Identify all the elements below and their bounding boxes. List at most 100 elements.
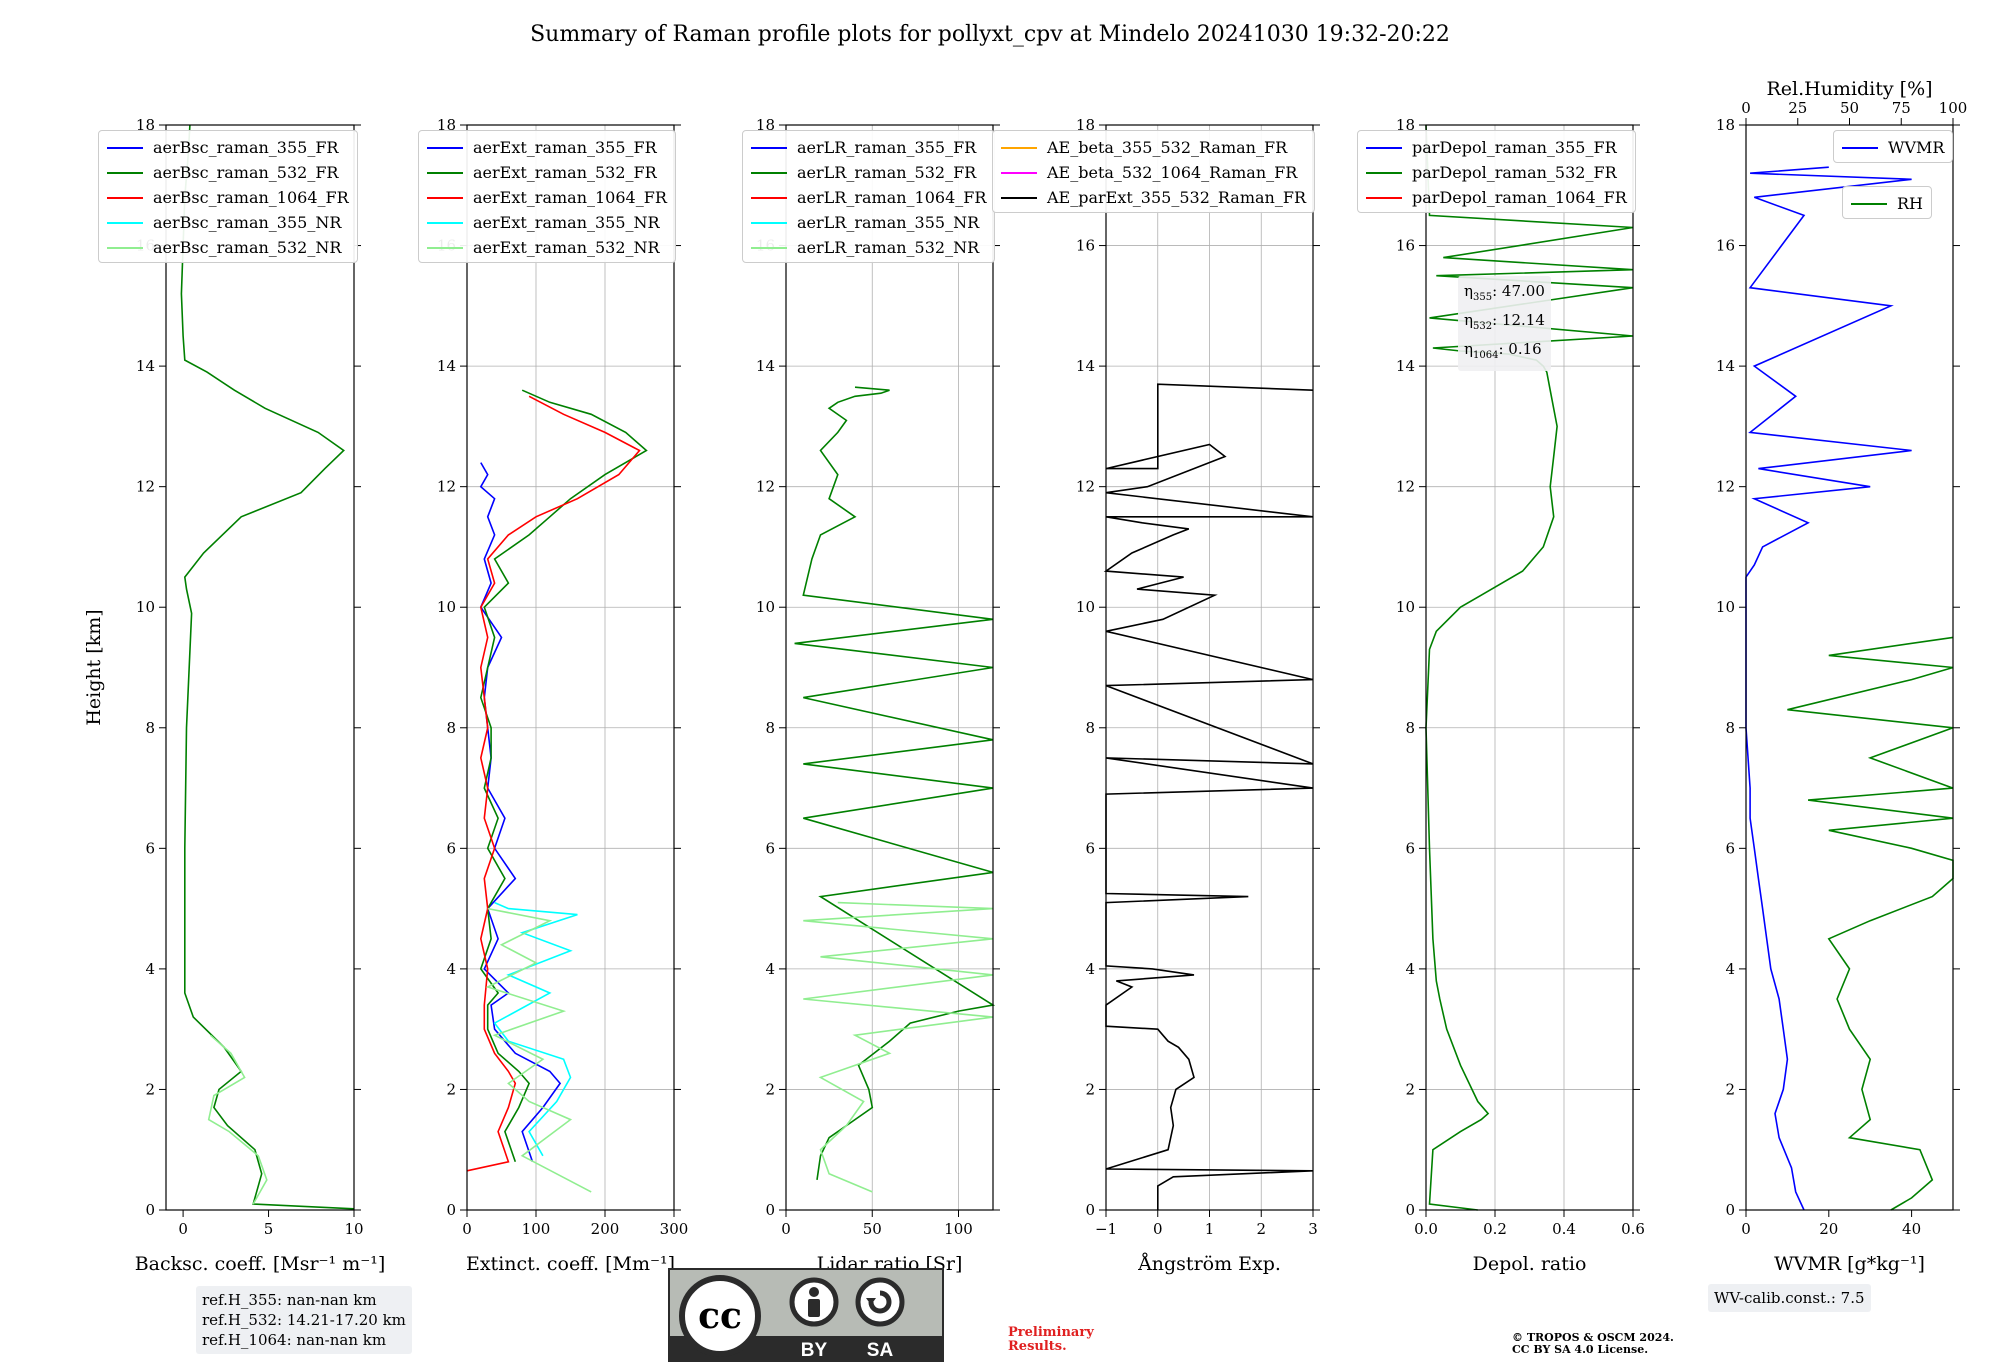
y-tick-label: 10: [136, 598, 155, 616]
ref-h-355: ref.H_355: nan-nan km: [202, 1291, 377, 1309]
y-axis-label: Height [km]: [83, 609, 105, 725]
x-tick-label: 0.4: [1552, 1220, 1576, 1238]
axes-frame: [1745, 124, 1954, 1211]
axes-frame: [1425, 124, 1634, 1211]
y-tick-label: 0: [765, 1201, 775, 1219]
legend-line: [751, 221, 787, 224]
x-tick-label: 100: [522, 1220, 551, 1238]
y-tick-label: 2: [446, 1080, 456, 1098]
y-tick-label: 18: [756, 116, 775, 134]
x-tick-label: 0: [178, 1220, 188, 1238]
y-tick-label: 0: [1085, 1201, 1095, 1219]
y-tick-label: 4: [145, 960, 155, 978]
x-tick-label: 40: [1902, 1220, 1921, 1238]
legend-angstrom: AE_beta_355_532_Raman_FR AE_beta_532_106…: [992, 130, 1315, 213]
legend-lidar-ratio: aerLR_raman_355_FR aerLR_raman_532_FR ae…: [742, 130, 996, 263]
cc-license-badge: cc BY SA: [668, 1268, 944, 1362]
y-tick-label: 0: [145, 1201, 155, 1219]
legend-line: [1001, 146, 1037, 149]
y-tick-label: 8: [446, 719, 456, 737]
legend-line: [751, 171, 787, 174]
legend-label: AE_beta_355_532_Raman_FR: [1047, 138, 1288, 157]
sa-share-alike-icon: [855, 1277, 905, 1327]
y-tick-label: 6: [765, 839, 775, 857]
y-tick-label: 14: [136, 357, 155, 375]
y-tick-label: 2: [765, 1080, 775, 1098]
series-line-aerExt_raman_355_FR: [479, 462, 562, 1163]
legend-label: aerBsc_raman_532_NR: [153, 238, 342, 257]
x-tick-label: 100: [944, 1220, 973, 1238]
legend-label: AE_beta_532_1064_Raman_FR: [1047, 163, 1298, 182]
series-line-WVMR: [1745, 166, 1912, 1211]
x-tick-label: 3: [1308, 1220, 1318, 1238]
x-tick-label: 2: [1256, 1220, 1266, 1238]
y-tick-label: 14: [1716, 357, 1735, 375]
copyright-line-1: © TROPOS & OSCM 2024.: [1512, 1331, 1674, 1344]
y-tick-label: 10: [1076, 598, 1095, 616]
legend-line: [107, 246, 143, 249]
x-tick-label: 50: [863, 1220, 882, 1238]
series-line-aerExt_raman_532_FR: [479, 389, 648, 1163]
panel-2: [460, 124, 681, 1217]
x-tick-label: 300: [660, 1220, 689, 1238]
legend-line: [107, 221, 143, 224]
x-tick-label: 0: [781, 1220, 791, 1238]
y-tick-label: 18: [136, 116, 155, 134]
axes-frame: [466, 124, 675, 1211]
x2-tick-label: 50: [1840, 99, 1859, 117]
y-tick-label: 14: [1076, 357, 1095, 375]
legend-label: parDepol_raman_1064_FR: [1412, 188, 1627, 207]
legend-line: [751, 196, 787, 199]
eta-annotation: η355: 47.00 η532: 12.14 η1064: 0.16: [1458, 276, 1551, 371]
eta-532-row: η532: 12.14: [1464, 311, 1545, 332]
series-line-aerLR_raman_532_NR: [803, 901, 994, 1193]
x2-axis-label: Rel.Humidity [%]: [1766, 78, 1932, 100]
y-tick-label: 8: [1725, 719, 1735, 737]
x2-tick-label: 0: [1741, 99, 1751, 117]
series-line-aerBsc_raman_532_FR: [180, 124, 355, 1210]
legend-line: [427, 246, 463, 249]
x-axis-label: Extinct. coeff. [Mm⁻¹]: [466, 1253, 675, 1275]
figure-title: Summary of Raman profile plots for polly…: [530, 22, 1450, 47]
ref-h-532: ref.H_532: 14.21-17.20 km: [202, 1311, 406, 1329]
y-tick-label: 8: [145, 719, 155, 737]
legend-line: [1366, 171, 1402, 174]
legend-label: aerExt_raman_355_NR: [473, 213, 660, 232]
ref-h-1064: ref.H_1064: nan-nan km: [202, 1331, 387, 1349]
cc-badge-graphic: cc BY SA: [670, 1275, 942, 1361]
legend-label: aerLR_raman_355_FR: [797, 138, 977, 157]
x-axis-label: Backsc. coeff. [Msr⁻¹ m⁻¹]: [135, 1253, 386, 1275]
eta-1064-value: 0.16: [1508, 340, 1542, 358]
axes-frame: [785, 124, 994, 1211]
wv-calibration-box: WV-calib.const.: 7.5: [1708, 1284, 1871, 1312]
legend-line: [427, 146, 463, 149]
legend-label: aerBsc_raman_355_FR: [153, 138, 339, 157]
cc-circle-icon: [679, 1275, 761, 1357]
y-tick-label: 12: [1076, 478, 1095, 496]
legend-label: RH: [1897, 194, 1923, 213]
y-tick-label: 10: [1396, 598, 1415, 616]
legend-line: [107, 171, 143, 174]
y-tick-label: 10: [1716, 598, 1735, 616]
y-tick-label: 4: [1405, 960, 1415, 978]
x-tick-label: 0: [1741, 1220, 1751, 1238]
series-line-aerLR_raman_532_FR: [794, 386, 996, 1181]
x-tick-label: 1: [1205, 1220, 1215, 1238]
legend-line: [427, 196, 463, 199]
panel-4: [1099, 124, 1320, 1217]
y-tick-label: 6: [145, 839, 155, 857]
y-tick-label: 12: [1396, 478, 1415, 496]
y-tick-label: 18: [1716, 116, 1735, 134]
y-tick-label: 2: [1085, 1080, 1095, 1098]
legend-line: [427, 221, 463, 224]
x-tick-label: 5: [264, 1220, 274, 1238]
x-tick-label: 200: [591, 1220, 620, 1238]
y-tick-label: 0: [1725, 1201, 1735, 1219]
x-axis-label: WVMR [g*kg⁻¹]: [1774, 1253, 1925, 1275]
preliminary-line-2: Results.: [1008, 1339, 1067, 1354]
legend-label: parDepol_raman_355_FR: [1412, 138, 1617, 157]
legend-line: [1001, 171, 1037, 174]
legend-backscatter: aerBsc_raman_355_FR aerBsc_raman_532_FR …: [98, 130, 358, 263]
legend-line: [107, 196, 143, 199]
y-tick-label: 12: [756, 478, 775, 496]
